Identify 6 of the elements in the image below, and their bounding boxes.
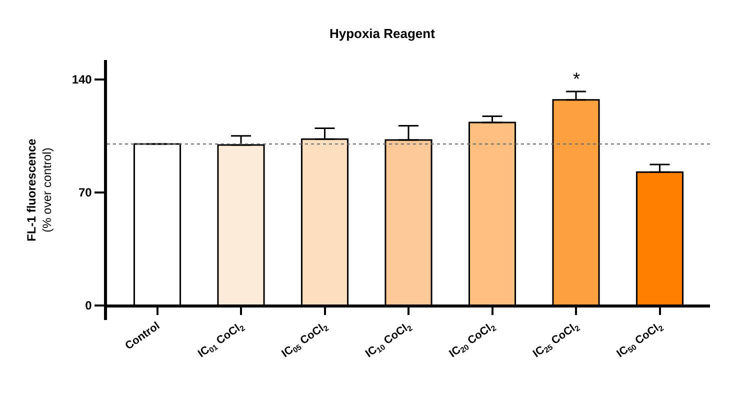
y-tick-label: 0 <box>85 298 92 313</box>
y-tick-label: 70 <box>78 186 92 200</box>
y-axis-title: FL-1 fluorescence (% over control) <box>24 138 54 242</box>
chart-title: Hypoxia Reagent <box>329 26 436 41</box>
annotation: * <box>573 69 580 89</box>
y-tick-label: 140 <box>72 72 92 87</box>
